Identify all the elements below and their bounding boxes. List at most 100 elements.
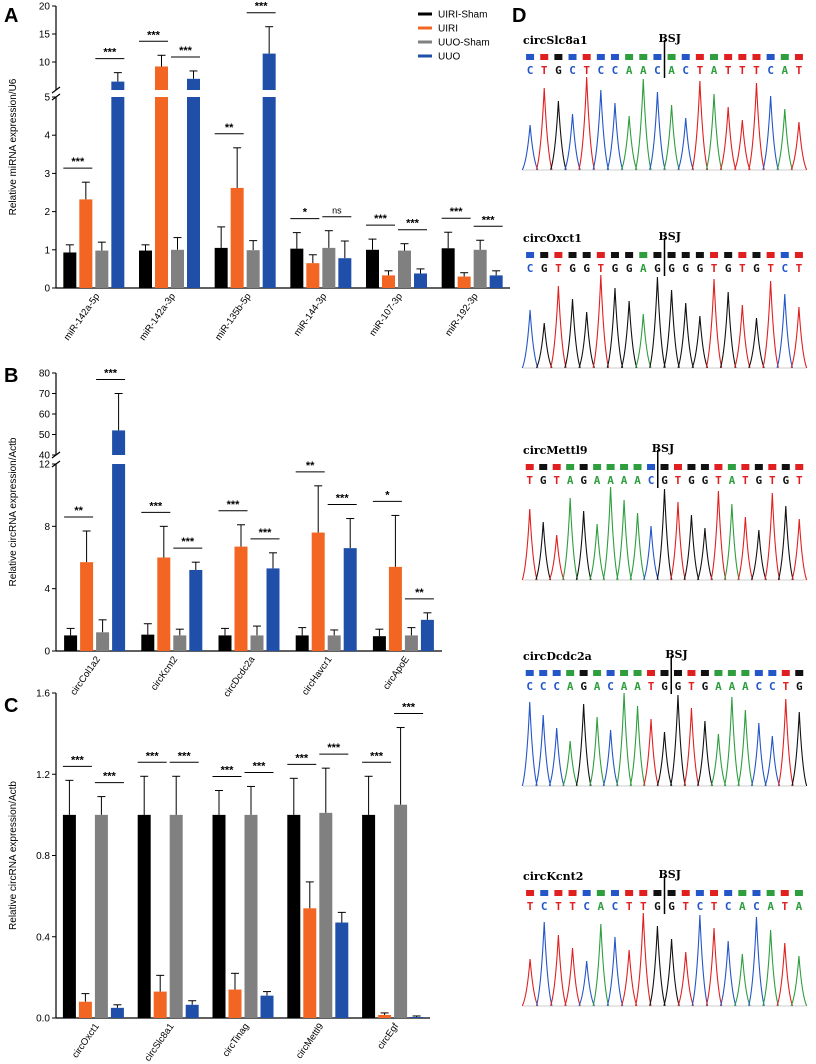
bar-uuo — [335, 922, 349, 1018]
trace-peak-c — [535, 714, 552, 787]
quality-block — [766, 252, 775, 258]
trace-peak-c — [521, 309, 539, 369]
trace-peak-t — [521, 958, 539, 1007]
trace-peak-a — [620, 115, 638, 171]
base-letter: C — [697, 900, 704, 913]
quality-block — [526, 54, 535, 60]
quality-block — [794, 252, 803, 258]
panel-c-circrna-down-chart: C 0.0 0.4 0.8 1.2 1.6 Relative circRNA express… — [4, 689, 430, 1064]
trace-peak-g — [697, 527, 713, 581]
panel-letter: B — [4, 365, 18, 387]
quality-block — [540, 54, 549, 60]
bar-uuo — [489, 275, 503, 288]
quality-block — [795, 464, 804, 470]
quality-block — [752, 252, 761, 258]
base-letter: C — [541, 900, 548, 913]
y-tick-label: 1 — [44, 245, 50, 256]
base-letter: A — [607, 474, 614, 487]
bar-uiri — [79, 199, 93, 288]
base-letter: G — [682, 262, 689, 275]
significance-label: *** — [221, 765, 235, 777]
quality-block — [539, 464, 548, 470]
base-letter: C — [598, 64, 605, 77]
base-letter: G — [654, 262, 661, 275]
trace-peak-t — [578, 76, 595, 171]
bar-uiri — [80, 562, 94, 651]
base-letter: C — [753, 900, 760, 913]
bar-uuo-sham — [171, 249, 184, 288]
quality-block — [795, 670, 804, 676]
y-tick-label: 70 — [39, 389, 51, 400]
quality-block — [639, 252, 648, 258]
base-letter: C — [725, 900, 732, 913]
trace-peak-t — [791, 518, 808, 581]
quality-block — [687, 464, 696, 470]
quality-block — [724, 890, 733, 896]
base-letter: T — [688, 680, 695, 693]
base-letter: T — [526, 474, 533, 487]
trace-peak-t — [748, 82, 765, 171]
base-letter: T — [583, 64, 590, 77]
bar-uiri — [382, 275, 395, 288]
quality-block — [625, 252, 634, 258]
base-letter: T — [626, 900, 633, 913]
quality-block — [695, 252, 704, 258]
bar-uuo-sham — [398, 250, 411, 288]
trace-peak-c — [776, 293, 794, 369]
trace-peak-g — [535, 521, 552, 581]
trace-peak-c — [677, 117, 695, 171]
quality-block — [710, 54, 719, 60]
bar-uiri-sham — [218, 635, 232, 651]
base-letter: G — [612, 262, 619, 275]
trace-peak-g — [670, 694, 686, 787]
trace-peak-a — [663, 104, 680, 171]
base-letter: G — [725, 262, 732, 275]
y-tick-label: 15 — [39, 30, 51, 41]
y-tick-label: 80 — [39, 369, 51, 380]
significance-label: *** — [179, 45, 193, 57]
trace-name: circSlc8a1 — [523, 34, 588, 47]
base-letter: C — [781, 262, 788, 275]
quality-block — [741, 464, 750, 470]
quality-block — [794, 890, 803, 896]
bar-uuo — [112, 464, 126, 651]
bar-uuo — [266, 568, 280, 651]
bar-uiri-sham — [290, 248, 304, 288]
y-axis-label: Relative miRNA expression/U6 — [8, 78, 19, 215]
bar-uiri-sham — [141, 634, 155, 651]
trace-peak-a — [762, 929, 779, 1007]
base-letter: G — [668, 900, 675, 913]
trace-peak-a — [562, 497, 579, 581]
base-letter: G — [661, 474, 668, 487]
base-letter: G — [688, 474, 695, 487]
trace-name: circOxct1 — [523, 232, 582, 245]
y-tick-label: 40 — [39, 451, 51, 462]
quality-block — [754, 464, 763, 470]
quality-block — [610, 252, 619, 258]
base-letter: T — [742, 474, 749, 487]
quality-block — [566, 464, 575, 470]
significance-label: *** — [227, 499, 241, 511]
trace-peak-a — [616, 692, 633, 787]
bar-uiri-sham — [366, 249, 379, 288]
base-letter: T — [739, 64, 746, 77]
quality-block — [724, 252, 733, 258]
trace-peak-c — [762, 95, 779, 171]
bar-uiri-sham — [137, 814, 151, 1018]
category-label: circTinag — [221, 1021, 252, 1059]
quality-block — [681, 252, 690, 258]
trace-peak-t — [737, 516, 754, 581]
bar-uuo-sham — [250, 635, 264, 651]
trace-peak-t — [550, 285, 567, 369]
bar-uuo-sham — [319, 812, 333, 1018]
base-letter: G — [782, 474, 789, 487]
trace-peak-t — [521, 508, 538, 581]
trace-peak-g — [677, 302, 695, 369]
quality-block — [554, 252, 563, 258]
bar-uiri-sham — [295, 635, 309, 651]
base-letter: T — [796, 262, 803, 275]
trace-peak-t — [777, 698, 794, 787]
category-label: circKcnt2 — [149, 654, 180, 692]
significance-label: *** — [103, 47, 117, 59]
quality-block — [673, 670, 682, 676]
